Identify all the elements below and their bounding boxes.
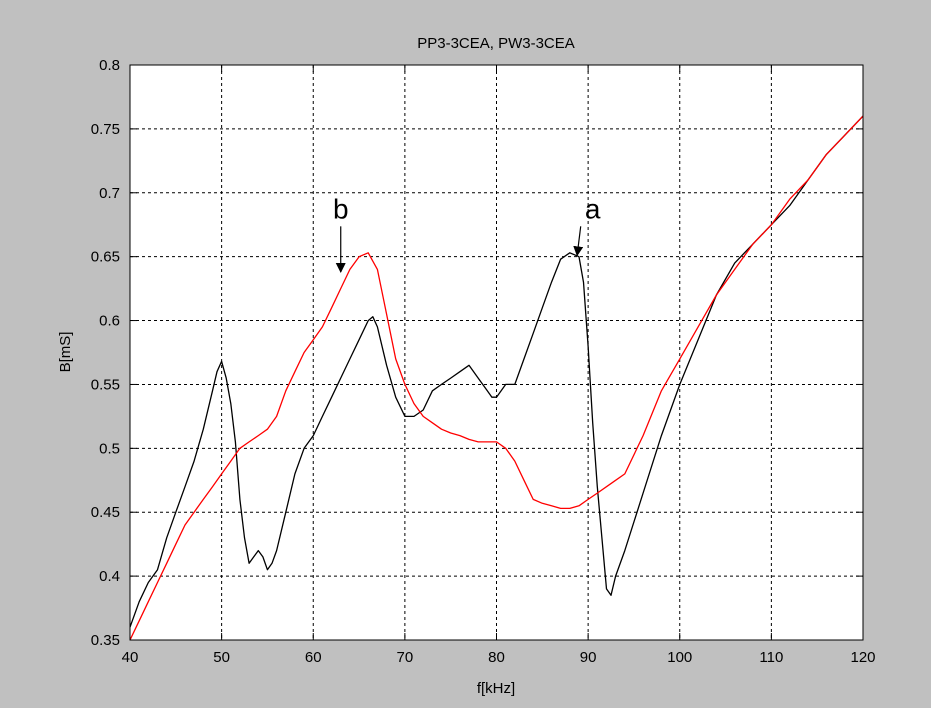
annotation-label-b: b bbox=[333, 193, 349, 224]
chart-title: PP3-3CEA, PW3-3CEA bbox=[417, 35, 575, 52]
ticks: 40 50 60 70 80 90 100 110 120 0.35 0.4 0.45 0.5 0.55 0… bbox=[91, 57, 876, 666]
annotation-label-a: a bbox=[585, 193, 601, 224]
x-axis-label: f[kHz] bbox=[477, 680, 515, 697]
annotations: ab bbox=[333, 193, 601, 273]
x-tick-label: 80 bbox=[488, 649, 505, 666]
series-layer bbox=[130, 115, 863, 640]
y-tick-label: 0.4 bbox=[99, 568, 120, 585]
x-tick-label: 110 bbox=[759, 649, 783, 666]
y-axis-label: B[mS] bbox=[57, 332, 74, 373]
x-tick-label: 90 bbox=[580, 649, 597, 666]
y-tick-label: 0.55 bbox=[91, 376, 120, 393]
y-tick-label: 0.35 bbox=[91, 632, 120, 649]
grid bbox=[130, 65, 863, 640]
y-tick-label: 0.65 bbox=[91, 249, 120, 266]
series-line-a bbox=[130, 115, 863, 628]
x-tick-label: 70 bbox=[397, 649, 414, 666]
y-tick-label: 0.6 bbox=[99, 313, 120, 330]
y-tick-label: 0.5 bbox=[99, 440, 120, 457]
annotation-arrow-a bbox=[573, 226, 584, 257]
x-tick-label: 50 bbox=[213, 649, 230, 666]
y-tick-label: 0.8 bbox=[99, 57, 120, 74]
x-tick-label: 120 bbox=[850, 649, 875, 666]
x-tick-label: 60 bbox=[305, 649, 322, 666]
x-tick-label: 40 bbox=[122, 649, 139, 666]
y-tick-label: 0.7 bbox=[99, 185, 120, 202]
series-line-b bbox=[130, 115, 863, 640]
plot-area bbox=[130, 65, 863, 640]
x-tick-label: 100 bbox=[667, 649, 692, 666]
y-tick-label: 0.45 bbox=[91, 504, 120, 521]
y-tick-label: 0.75 bbox=[91, 121, 120, 138]
